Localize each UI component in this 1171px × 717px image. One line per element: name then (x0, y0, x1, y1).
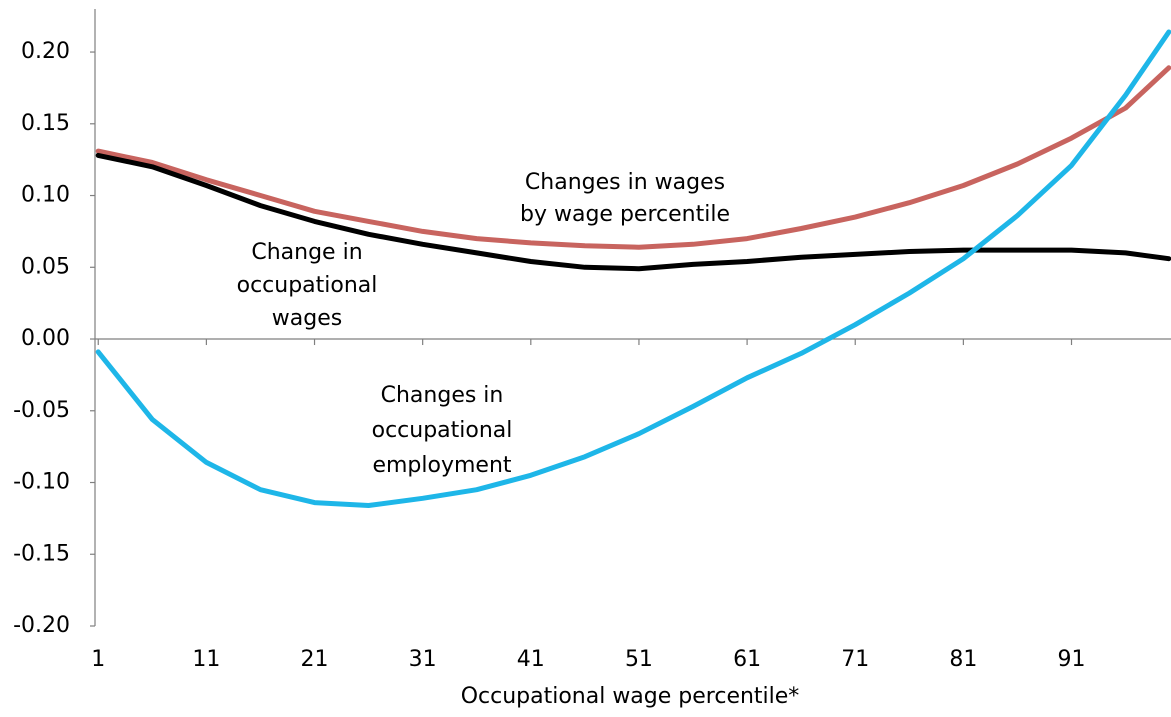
y-tick-label: -0.15 (13, 541, 70, 566)
y-tick-label: 0.00 (21, 326, 70, 351)
x-tick-label: 21 (301, 647, 329, 672)
y-tick-label: -0.10 (13, 470, 70, 495)
annotation: wages (272, 306, 342, 331)
x-axis-title: Occupational wage percentile* (461, 684, 800, 709)
x-tick-label: 81 (949, 647, 977, 672)
annotation: by wage percentile (520, 202, 730, 227)
x-tick-label: 31 (409, 647, 437, 672)
annotation: occupational (372, 418, 513, 443)
series-line (95, 152, 1171, 272)
annotation: employment (372, 453, 511, 478)
y-tick-label: 0.20 (21, 39, 70, 64)
y-tick-label: -0.05 (13, 398, 70, 423)
y-tick-label: 0.05 (21, 254, 70, 279)
x-tick-label: 61 (733, 647, 761, 672)
x-tick-label: 1 (91, 647, 105, 672)
y-tick-label: 0.10 (21, 183, 70, 208)
annotation: Changes in wages (525, 170, 725, 195)
x-tick-label: 11 (192, 647, 220, 672)
x-tick-label: 51 (625, 647, 653, 672)
series-line (95, 65, 1171, 250)
annotation: occupational (237, 273, 378, 298)
y-tick-label: -0.20 (13, 613, 70, 638)
annotation: Change in (251, 240, 362, 265)
x-tick-label: 91 (1058, 647, 1086, 672)
y-tick-label: 0.15 (21, 111, 70, 136)
x-tick-label: 41 (517, 647, 545, 672)
annotation: Changes in (381, 383, 504, 408)
x-tick-label: 71 (841, 647, 869, 672)
series-line (95, 29, 1171, 508)
